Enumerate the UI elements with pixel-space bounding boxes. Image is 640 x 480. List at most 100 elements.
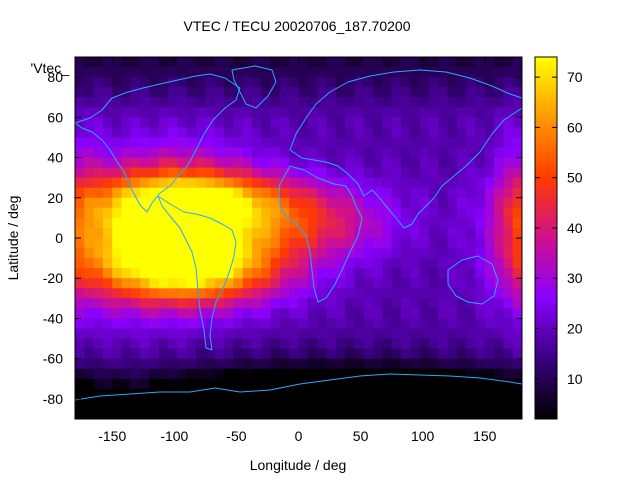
heatmap-cell	[456, 87, 467, 98]
heatmap-cell	[205, 197, 216, 209]
heatmap-cell	[512, 318, 522, 330]
heatmap-cell	[354, 298, 365, 309]
heatmap-cell	[121, 107, 132, 118]
colorbar-tick-label: 20	[567, 321, 583, 337]
heatmap-cell	[93, 187, 104, 199]
heatmap-cell	[419, 127, 430, 139]
heatmap-cell	[130, 147, 141, 159]
heatmap-cell	[307, 338, 318, 350]
heatmap-cell	[140, 157, 151, 169]
heatmap-cell	[121, 77, 132, 88]
heatmap-cell	[335, 358, 346, 370]
heatmap-cell	[298, 338, 309, 350]
heatmap-cell	[428, 167, 439, 179]
heatmap-cell	[410, 177, 421, 189]
heatmap-cell	[307, 197, 318, 209]
heatmap-cell	[130, 207, 141, 219]
x-tick-label: 0	[295, 428, 303, 444]
heatmap-cell	[102, 238, 113, 249]
heatmap-cell	[233, 177, 244, 189]
y-axis-label: Latitude / deg	[5, 196, 21, 281]
heatmap-cell	[400, 107, 411, 118]
heatmap-cell	[317, 227, 328, 239]
heatmap-cell	[270, 318, 281, 330]
heatmap-cell	[75, 177, 85, 189]
heatmap-cell	[205, 398, 216, 410]
heatmap-cell	[512, 127, 522, 139]
heatmap-cell	[233, 197, 244, 209]
heatmap-cell	[307, 87, 318, 98]
heatmap-cell	[400, 378, 411, 390]
heatmap-cell	[298, 147, 309, 159]
heatmap-cell	[130, 117, 141, 128]
heatmap-cell	[494, 268, 504, 279]
heatmap-cell	[242, 268, 253, 279]
heatmap-cell	[149, 278, 160, 289]
heatmap-cell	[112, 177, 123, 189]
heatmap-cell	[102, 328, 113, 340]
heatmap-cell	[400, 117, 411, 128]
heatmap-cell	[279, 288, 290, 299]
heatmap-cell	[419, 318, 430, 330]
heatmap-cell	[503, 258, 514, 269]
heatmap-cell	[130, 288, 141, 299]
heatmap-cell	[419, 57, 430, 68]
heatmap-cell	[475, 408, 486, 419]
heatmap-cell	[494, 258, 504, 269]
heatmap-cell	[484, 318, 495, 330]
colorbar-tick-label: 30	[567, 270, 583, 286]
heatmap-cell	[438, 408, 449, 419]
heatmap-cell	[251, 87, 262, 98]
heatmap-cell	[251, 117, 262, 128]
heatmap-cell	[317, 368, 328, 380]
heatmap-cell	[224, 358, 234, 370]
heatmap-cell	[317, 197, 328, 209]
heatmap-cell	[130, 268, 141, 279]
heatmap-cell	[149, 388, 160, 400]
heatmap-cell	[158, 308, 169, 320]
heatmap-cell	[121, 318, 132, 330]
heatmap-cell	[484, 268, 495, 279]
heatmap-cell	[447, 217, 458, 229]
heatmap-cell	[494, 97, 504, 108]
heatmap-cell	[512, 137, 522, 149]
heatmap-cell	[233, 308, 244, 320]
heatmap-cell	[102, 157, 113, 169]
heatmap-cell	[475, 288, 486, 299]
heatmap-cell	[214, 207, 225, 219]
heatmap-cell	[102, 398, 113, 410]
heatmap-cell	[298, 378, 309, 390]
heatmap-cell	[177, 57, 188, 68]
heatmap-cell	[466, 268, 477, 279]
heatmap-cell	[503, 388, 514, 400]
heatmap-cell	[391, 177, 402, 189]
heatmap-cell	[261, 147, 272, 159]
heatmap-cell	[400, 408, 411, 419]
heatmap-cell	[75, 388, 85, 400]
heatmap-cell	[289, 388, 300, 400]
heatmap-cell	[140, 278, 151, 289]
heatmap-cell	[512, 238, 522, 249]
heatmap-cell	[224, 157, 234, 169]
heatmap-cell	[289, 348, 300, 360]
heatmap-cell	[233, 137, 244, 149]
heatmap-cell	[214, 378, 225, 390]
heatmap-cell	[130, 328, 141, 340]
heatmap-cell	[354, 107, 365, 118]
heatmap-cell	[289, 328, 300, 340]
heatmap-cell	[391, 207, 402, 219]
heatmap-cell	[102, 348, 113, 360]
heatmap-cell	[298, 358, 309, 370]
heatmap-cell	[242, 107, 253, 118]
heatmap-cell	[233, 298, 244, 309]
heatmap-cell	[456, 258, 467, 269]
heatmap-cell	[112, 107, 123, 118]
heatmap-cell	[186, 227, 197, 239]
heatmap-cell	[391, 197, 402, 209]
heatmap-cell	[168, 268, 179, 279]
heatmap-cell	[102, 298, 113, 309]
heatmap-cell	[391, 117, 402, 128]
heatmap-cell	[168, 97, 179, 108]
heatmap-cell	[428, 288, 439, 299]
heatmap-cell	[307, 318, 318, 330]
